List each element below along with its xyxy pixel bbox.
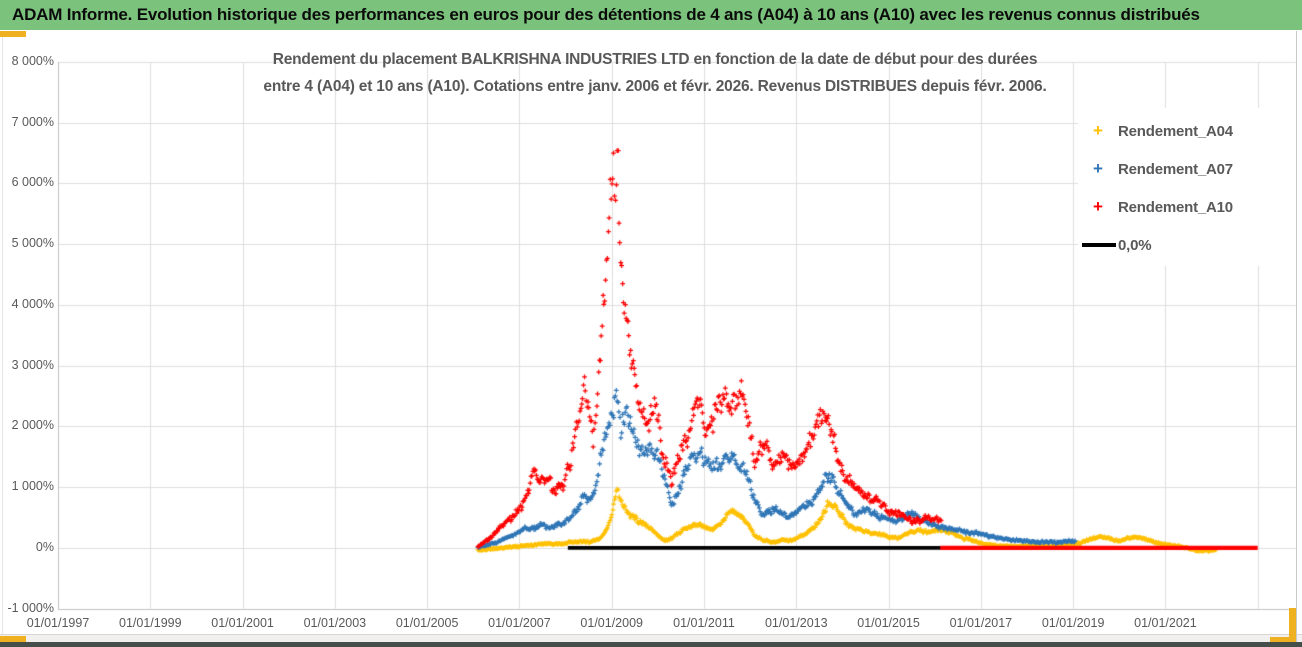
chart-title-line-2: entre 4 (A04) et 10 ans (A10). Cotations… (263, 78, 1047, 95)
x-axis-tick-label: 01/01/2013 (764, 616, 828, 630)
legend-item-rendement-a07[interactable]: + Rendement_A07 (1078, 154, 1296, 184)
header-title: ADAM Informe. Evolution historique des p… (12, 5, 1200, 24)
legend: + Rendement_A04 + Rendement_A07 + Rendem… (1078, 108, 1296, 266)
y-axis-tick-label: 7 000% (11, 114, 54, 129)
chart-title-line-1: Rendement du placement BALKRISHNA INDUST… (272, 51, 1038, 68)
x-axis-tick-label: 01/01/2003 (303, 616, 367, 630)
x-axis-tick-label: 01/01/1999 (119, 616, 182, 630)
legend-label: Rendement_A04 (1118, 122, 1233, 140)
horizontal-scrollbar-accent-right (1270, 637, 1296, 642)
y-axis-tick-label: 3 000% (11, 357, 54, 372)
y-axis-tick-label: 4 000% (11, 296, 54, 311)
y-axis-tick-label: 2 000% (11, 418, 54, 433)
plus-marker-icon: + (1093, 197, 1103, 216)
header-bar: ADAM Informe. Evolution historique des p… (0, 0, 1302, 30)
x-axis-tick-label: 01/01/2001 (211, 616, 274, 630)
x-axis-tick-label: 01/01/2017 (949, 616, 1013, 630)
y-axis-tick-label: 1 000% (11, 479, 54, 494)
x-axis-tick-label: 01/01/2005 (395, 616, 459, 630)
plus-marker-icon: + (1093, 121, 1103, 140)
horizontal-scrollbar-accent-left (0, 636, 26, 642)
top-left-scroll-accent (0, 31, 26, 37)
left-edge-line (2, 31, 3, 641)
chart-title: Rendement du placement BALKRISHNA INDUST… (155, 46, 1155, 100)
x-axis-tick-label: 01/01/1997 (26, 616, 90, 630)
legend-item-zero-line[interactable]: 0,0% (1078, 230, 1296, 260)
x-axis-tick-label: 01/01/2007 (488, 616, 551, 630)
x-axis-tick-label: 01/01/2009 (580, 616, 643, 630)
vertical-scrollbar-accent (1289, 608, 1296, 642)
x-axis-tick-label: 01/01/2011 (673, 616, 735, 630)
legend-item-rendement-a04[interactable]: + Rendement_A04 (1078, 116, 1296, 146)
y-axis-tick-label: 5 000% (11, 236, 54, 251)
legend-label: Rendement_A07 (1118, 160, 1233, 178)
x-axis-tick-label: 01/01/2015 (857, 616, 920, 630)
bottom-strip (0, 634, 1302, 643)
bottom-bar (0, 642, 1302, 647)
legend-label: 0,0% (1118, 236, 1152, 254)
plus-marker-icon: + (1093, 159, 1103, 178)
x-axis-tick-label: 01/01/2019 (1041, 616, 1105, 630)
y-axis-tick-label: 8 000% (11, 54, 54, 68)
legend-label: Rendement_A10 (1118, 198, 1233, 216)
x-axis-tick-label: 01/01/2021 (1134, 616, 1197, 630)
line-marker-icon (1082, 243, 1116, 247)
legend-item-rendement-a10[interactable]: + Rendement_A10 (1078, 192, 1296, 222)
y-axis-tick-label: 6 000% (11, 175, 54, 190)
y-axis-tick-label: 0% (35, 539, 54, 554)
y-axis-tick-label: -1 000% (7, 600, 54, 615)
right-edge-line (1296, 31, 1297, 642)
